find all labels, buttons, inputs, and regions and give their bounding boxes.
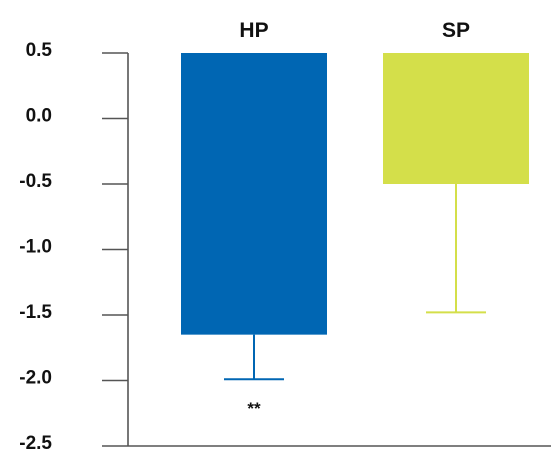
y-tick-label: -2.0 xyxy=(19,368,52,389)
category-label-sp: SP xyxy=(442,19,470,42)
y-tick-label: -1.0 xyxy=(19,237,52,258)
bar-hp xyxy=(181,53,327,335)
bar-sp xyxy=(383,53,529,184)
y-tick-label: -0.5 xyxy=(19,171,52,192)
y-tick-label: -1.5 xyxy=(19,302,52,323)
annotations: ** xyxy=(247,399,261,418)
y-axis: 0.5 0.0 -0.5 -1.0 -1.5 -2.0 -2.5 xyxy=(19,40,129,451)
bars xyxy=(181,53,529,335)
category-labels: HP SP xyxy=(239,19,470,42)
y-tick-label: 0.5 xyxy=(26,40,53,61)
significance-annotation: ** xyxy=(247,399,261,418)
y-tick-label: -2.5 xyxy=(19,433,52,451)
category-label-hp: HP xyxy=(239,19,268,42)
error-bars xyxy=(224,184,486,381)
y-tick-label: 0.0 xyxy=(26,106,52,127)
